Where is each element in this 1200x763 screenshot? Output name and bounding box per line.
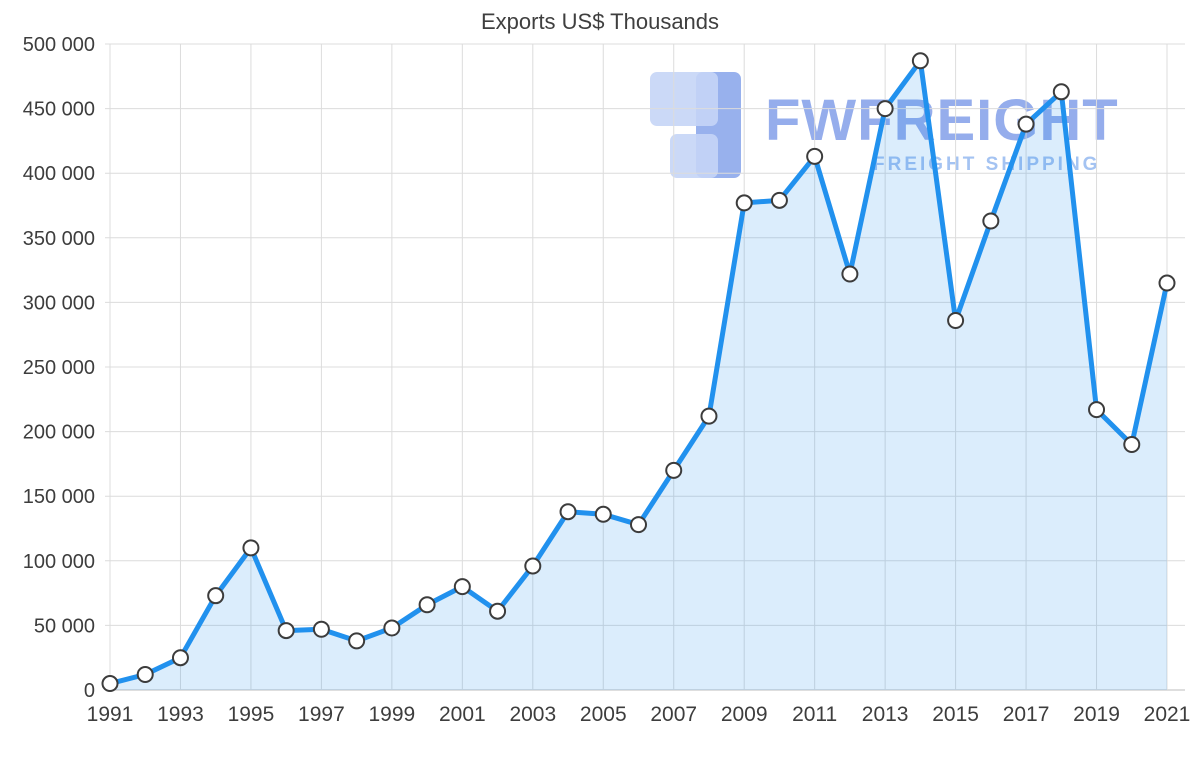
x-tick-label: 2001 xyxy=(439,703,486,726)
x-axis-labels: 1991 1993 1995 1997 1999 2001 2003 2005 2007 2009… xyxy=(87,703,1191,726)
data-marker xyxy=(171,649,189,667)
data-marker xyxy=(700,407,718,425)
area-path xyxy=(110,60,1167,690)
y-tick-label: 350 000 xyxy=(23,228,95,250)
x-tick-label: 1999 xyxy=(369,703,416,726)
data-marker xyxy=(1123,436,1141,454)
data-marker xyxy=(277,622,295,640)
data-marker xyxy=(1017,115,1035,133)
watermark-tagline: FREIGHT SHIPPING xyxy=(873,154,1101,175)
x-tick-label: 1991 xyxy=(87,703,134,726)
data-markers xyxy=(101,52,1176,693)
x-tick-label: 2015 xyxy=(932,703,979,726)
x-tick-label: 2009 xyxy=(721,703,768,726)
x-tick-label: 2013 xyxy=(862,703,909,726)
x-tick-label: 2007 xyxy=(650,703,697,726)
gridlines xyxy=(105,43,1185,691)
x-tick-label: 2019 xyxy=(1073,703,1120,726)
data-marker xyxy=(665,461,683,479)
x-tick-label: 2005 xyxy=(580,703,627,726)
data-marker xyxy=(489,602,507,620)
data-marker xyxy=(770,191,788,209)
y-tick-label: 450 000 xyxy=(23,99,95,121)
data-marker xyxy=(630,516,647,534)
y-tick-label: 100 000 xyxy=(23,551,95,573)
x-tick-label: 1997 xyxy=(298,703,345,726)
data-marker xyxy=(594,505,612,523)
x-tick-label: 1993 xyxy=(157,703,204,726)
area-fill xyxy=(110,60,1167,690)
data-marker xyxy=(1158,274,1176,292)
y-tick-label: 300 000 xyxy=(23,292,95,314)
data-marker xyxy=(101,675,119,693)
data-marker xyxy=(1052,83,1070,101)
data-marker xyxy=(383,619,401,637)
fwfreight-logo-icon xyxy=(650,72,741,178)
watermark-brand: FWFREIGHT xyxy=(765,88,1119,153)
data-marker xyxy=(242,539,260,557)
y-tick-label: 200 000 xyxy=(23,422,95,444)
x-tick-label: 2017 xyxy=(1003,703,1050,726)
data-marker xyxy=(911,52,929,70)
data-marker xyxy=(312,620,330,638)
y-tick-label: 50 000 xyxy=(34,615,95,637)
data-marker xyxy=(207,587,225,605)
y-tick-label: 150 000 xyxy=(23,486,95,508)
y-tick-label: 500 000 xyxy=(23,34,95,56)
data-marker xyxy=(418,596,436,614)
data-marker xyxy=(947,311,965,329)
x-tick-label: 2011 xyxy=(792,703,837,726)
data-marker xyxy=(453,578,471,596)
data-marker xyxy=(806,147,824,165)
data-marker xyxy=(1088,401,1106,419)
data-marker xyxy=(348,632,366,650)
y-tick-label: 400 000 xyxy=(23,163,95,185)
x-tick-label: 2003 xyxy=(509,703,556,726)
data-marker xyxy=(982,212,1000,230)
watermark-text: FWFREIGHT FREIGHT SHIPPING xyxy=(765,92,1119,176)
x-tick-label: 1995 xyxy=(228,703,275,726)
y-axis-labels: 0 50 000 100 000 150 000 200 000 250 000 300 0… xyxy=(23,34,95,702)
y-tick-label: 250 000 xyxy=(23,357,95,379)
y-tick-label: 0 xyxy=(84,680,95,702)
data-marker xyxy=(559,503,577,521)
data-marker xyxy=(136,665,154,683)
data-marker xyxy=(841,265,859,283)
data-marker xyxy=(735,194,753,212)
x-tick-label: 2021 xyxy=(1144,703,1191,726)
data-marker xyxy=(876,100,894,118)
watermark: FWFREIGHT FREIGHT SHIPPING xyxy=(648,70,1119,180)
chart-title: Exports US$ Thousands xyxy=(480,9,720,34)
data-marker xyxy=(524,557,542,575)
